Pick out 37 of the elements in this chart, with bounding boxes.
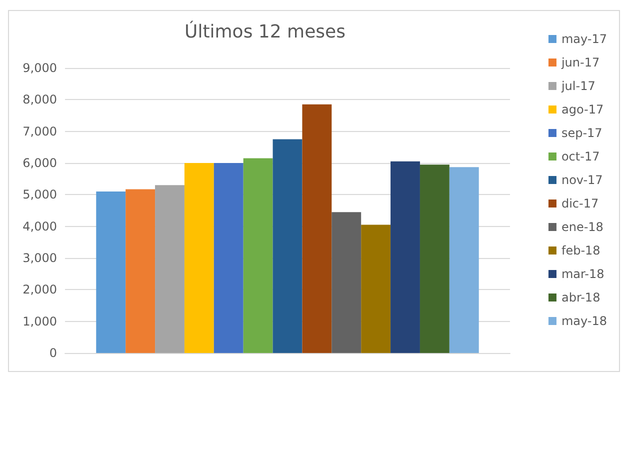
bar [155,185,184,353]
legend-label: feb-18 [561,244,600,258]
legend-label: nov-17 [561,173,603,187]
bar [96,192,126,353]
bar [272,139,302,353]
chart-title: Últimos 12 meses [184,20,346,42]
legend-label: ene-18 [561,220,604,234]
y-tick-label: 0 [49,346,57,360]
bar [332,212,362,353]
bar [126,189,156,353]
y-tick-label: 1,000 [22,314,57,328]
y-tick-label: 3,000 [22,251,57,265]
bar [390,161,420,353]
y-tick-label: 6,000 [22,156,57,170]
bar [361,224,391,353]
bar [184,163,214,353]
legend-label: oct-17 [561,150,600,164]
legend-label: may-17 [561,32,608,46]
bar [214,163,244,353]
y-tick-label: 8,000 [22,92,57,107]
bar [243,158,273,353]
legend-label: sep-17 [561,126,602,140]
legend-label: ago-17 [561,102,604,116]
legend-label: may-18 [561,314,608,328]
legend-label: jun-17 [560,56,600,70]
bar [302,104,332,353]
legend-label: abr-18 [561,290,600,304]
legend-label: jul-17 [560,79,596,93]
y-tick-label: 9,000 [22,61,57,75]
y-tick-label: 4,000 [22,219,57,234]
bar [449,167,479,353]
legend-label: dic-17 [561,196,599,210]
y-tick-label: 7,000 [22,124,57,138]
bar [420,164,450,353]
y-tick-label: 2,000 [22,282,57,297]
y-tick-label: 5,000 [22,188,57,202]
legend-label: mar-18 [561,267,604,281]
